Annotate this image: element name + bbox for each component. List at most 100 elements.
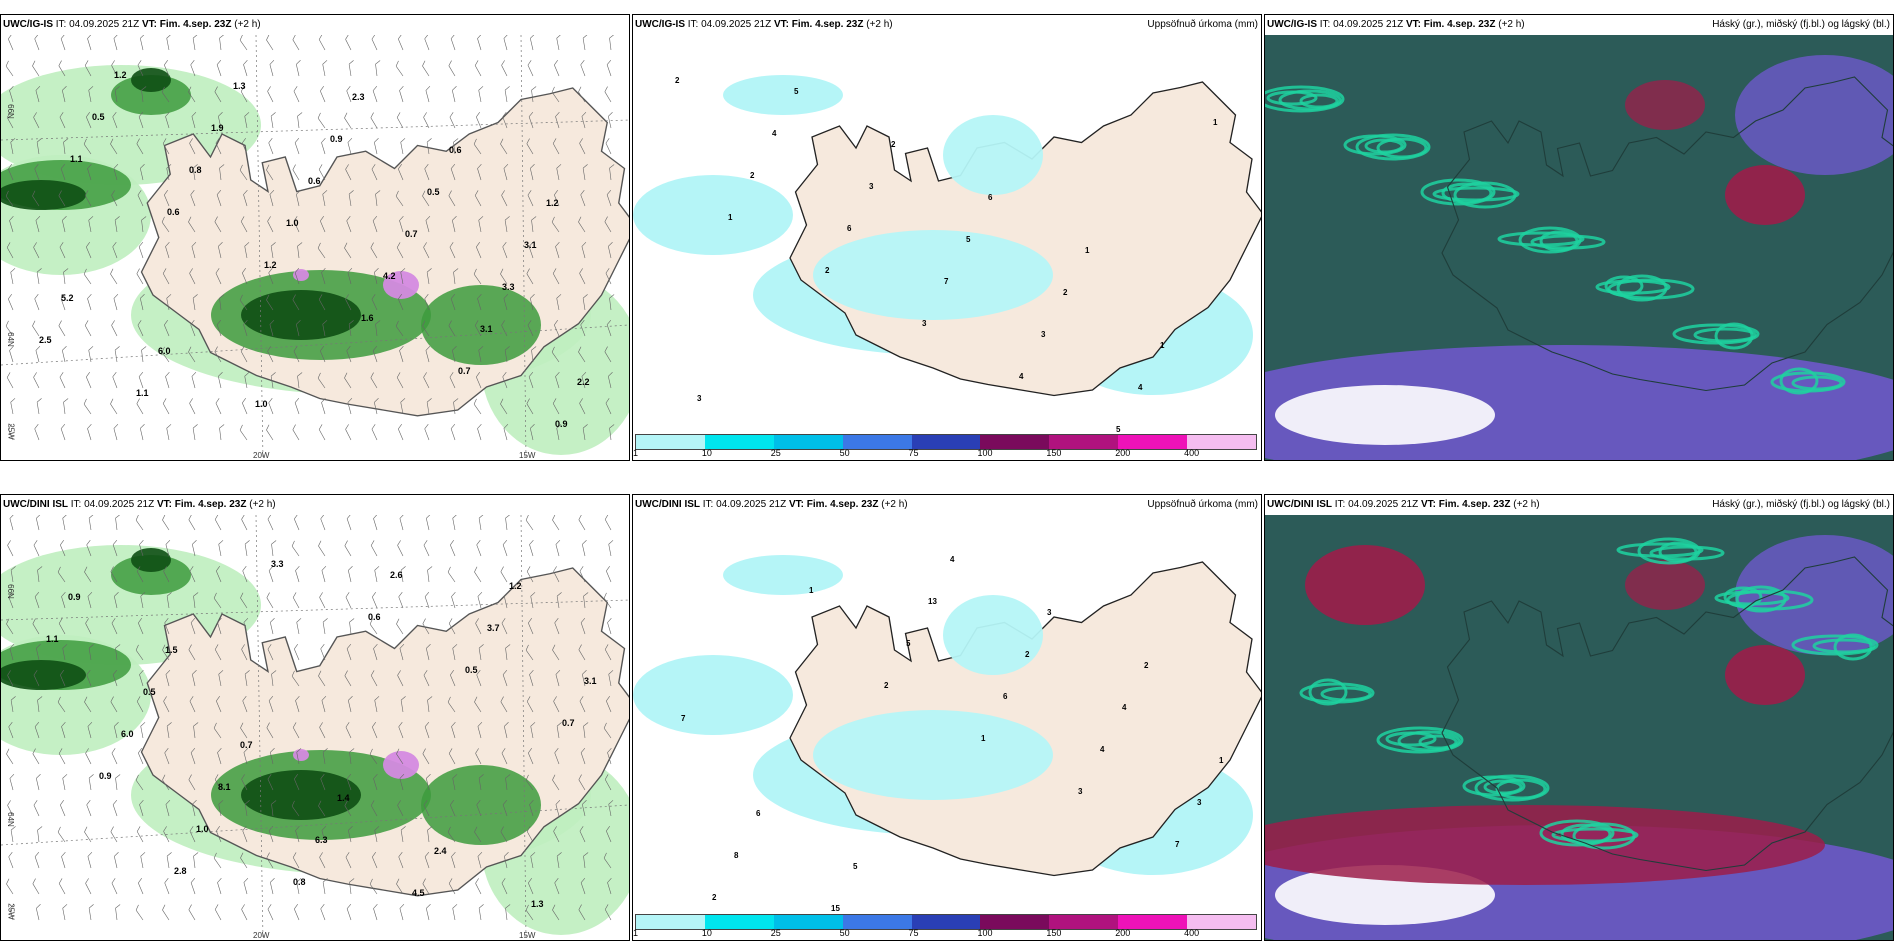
wind-barb-flag (244, 800, 250, 805)
wind-barb-flag (374, 138, 379, 143)
wind-barb-flag (36, 268, 42, 273)
wind-barb (395, 320, 404, 337)
wind-barb-staff (373, 518, 378, 531)
wind-barb-flag (243, 748, 249, 753)
wind-barb-flag (164, 878, 169, 883)
wind-barb-flag (115, 904, 121, 909)
wind-barb (320, 515, 326, 531)
wind-barb (501, 320, 508, 337)
wind-barb-flag (424, 294, 429, 299)
wind-barb-flag (528, 241, 534, 247)
wind-barb-staff (190, 194, 196, 207)
wind-barb-staff (476, 376, 482, 389)
wind-barb (136, 826, 144, 843)
wind-barb-staff (9, 648, 14, 661)
wind-barb-flag (527, 60, 532, 66)
wind-barb-staff (349, 882, 352, 895)
wind-barb-flag (7, 670, 11, 676)
wind-barb-flag (373, 515, 378, 519)
value-label: 1.3 (233, 81, 246, 91)
wind-barb-flag (240, 86, 245, 92)
wind-barb (552, 515, 560, 531)
wind-barb (267, 515, 274, 531)
wind-barb-staff (346, 90, 352, 103)
wind-barb-flag (112, 539, 118, 545)
wind-barb-staff (165, 804, 170, 817)
wind-barb-staff (527, 324, 534, 337)
wind-barb-flag (266, 164, 270, 171)
value-label: 1 (1213, 118, 1218, 127)
wind-barb (110, 138, 118, 155)
wind-barb (58, 878, 66, 895)
wind-barb-staff (374, 570, 378, 583)
wind-barb-staff (345, 39, 352, 51)
wind-barb (318, 35, 326, 51)
wind-barb (605, 138, 612, 155)
wind-barb-staff (165, 246, 170, 259)
cloud-contour (1616, 542, 1704, 558)
wind-barb-staff (530, 596, 534, 609)
wind-barb-staff (372, 596, 378, 609)
wind-barb-staff (530, 298, 534, 311)
colorbar-tick-label: 100 (977, 448, 993, 458)
wind-barb-staff (371, 168, 378, 181)
wind-barb-staff (88, 90, 92, 103)
wind-barb-staff (501, 752, 508, 765)
wind-barb-flag (473, 268, 477, 275)
wind-barb-staff (37, 700, 40, 713)
wind-barb (112, 799, 118, 817)
wind-barb-flag (270, 878, 275, 883)
wind-barb-staff (270, 882, 274, 895)
wind-barb-flag (135, 515, 139, 521)
wind-barb-flag (556, 35, 562, 39)
wind-barb-flag (374, 268, 379, 273)
wind-barb (166, 164, 172, 181)
wind-barb-flag (61, 721, 66, 727)
wind-barb-flag (400, 826, 406, 831)
wind-barb-flag (115, 644, 121, 649)
wind-barb-flag (239, 35, 243, 41)
wind-barb-staff (216, 64, 222, 77)
wind-barb (242, 138, 248, 155)
wind-barb-staff (6, 883, 14, 895)
valid-time: VT: Fim. 4.sep. 23Z (156, 499, 247, 510)
wind-barb (218, 242, 223, 259)
wind-barb-staff (214, 779, 222, 791)
wind-barb (503, 164, 509, 181)
model-name: UWC/DINI ISL (3, 499, 68, 510)
wind-barb-staff (239, 169, 248, 181)
wind-barb (395, 60, 404, 77)
wind-barb-flag (375, 190, 381, 195)
wind-barb-flag (32, 190, 36, 197)
wind-barb-staff (266, 169, 274, 181)
cloud-contour (1723, 586, 1763, 608)
wind-barb-flag (579, 268, 583, 274)
wind-barb (270, 242, 276, 259)
wind-barb-flag (529, 799, 534, 805)
wind-barb-flag (296, 190, 301, 195)
wind-barb-flag (36, 904, 41, 909)
wind-barb-staff (500, 403, 508, 415)
wind-barb-flag (111, 878, 116, 884)
wind-barb-staff (140, 168, 144, 181)
wind-barb (425, 86, 431, 103)
wind-barb-staff (556, 298, 560, 311)
wind-barb-staff (295, 700, 300, 713)
wind-barb (114, 852, 119, 869)
wind-barb (400, 138, 406, 155)
wind-barb (33, 540, 40, 557)
wind-barb (242, 566, 248, 583)
wind-barb-staff (135, 649, 144, 661)
wind-barb-staff (318, 299, 326, 311)
wind-barb-flag (603, 592, 607, 599)
wind-barb-staff (451, 726, 456, 739)
wind-barb-staff (396, 883, 404, 895)
wind-barb-flag (242, 826, 247, 831)
wind-barb-flag (242, 268, 246, 274)
wind-barb-flag (449, 112, 454, 118)
wind-barb-flag (88, 86, 94, 91)
wind-barb (8, 592, 14, 609)
wind-barb (424, 294, 430, 311)
value-label: 0.8 (189, 165, 202, 175)
wind-barb-flag (372, 722, 376, 728)
